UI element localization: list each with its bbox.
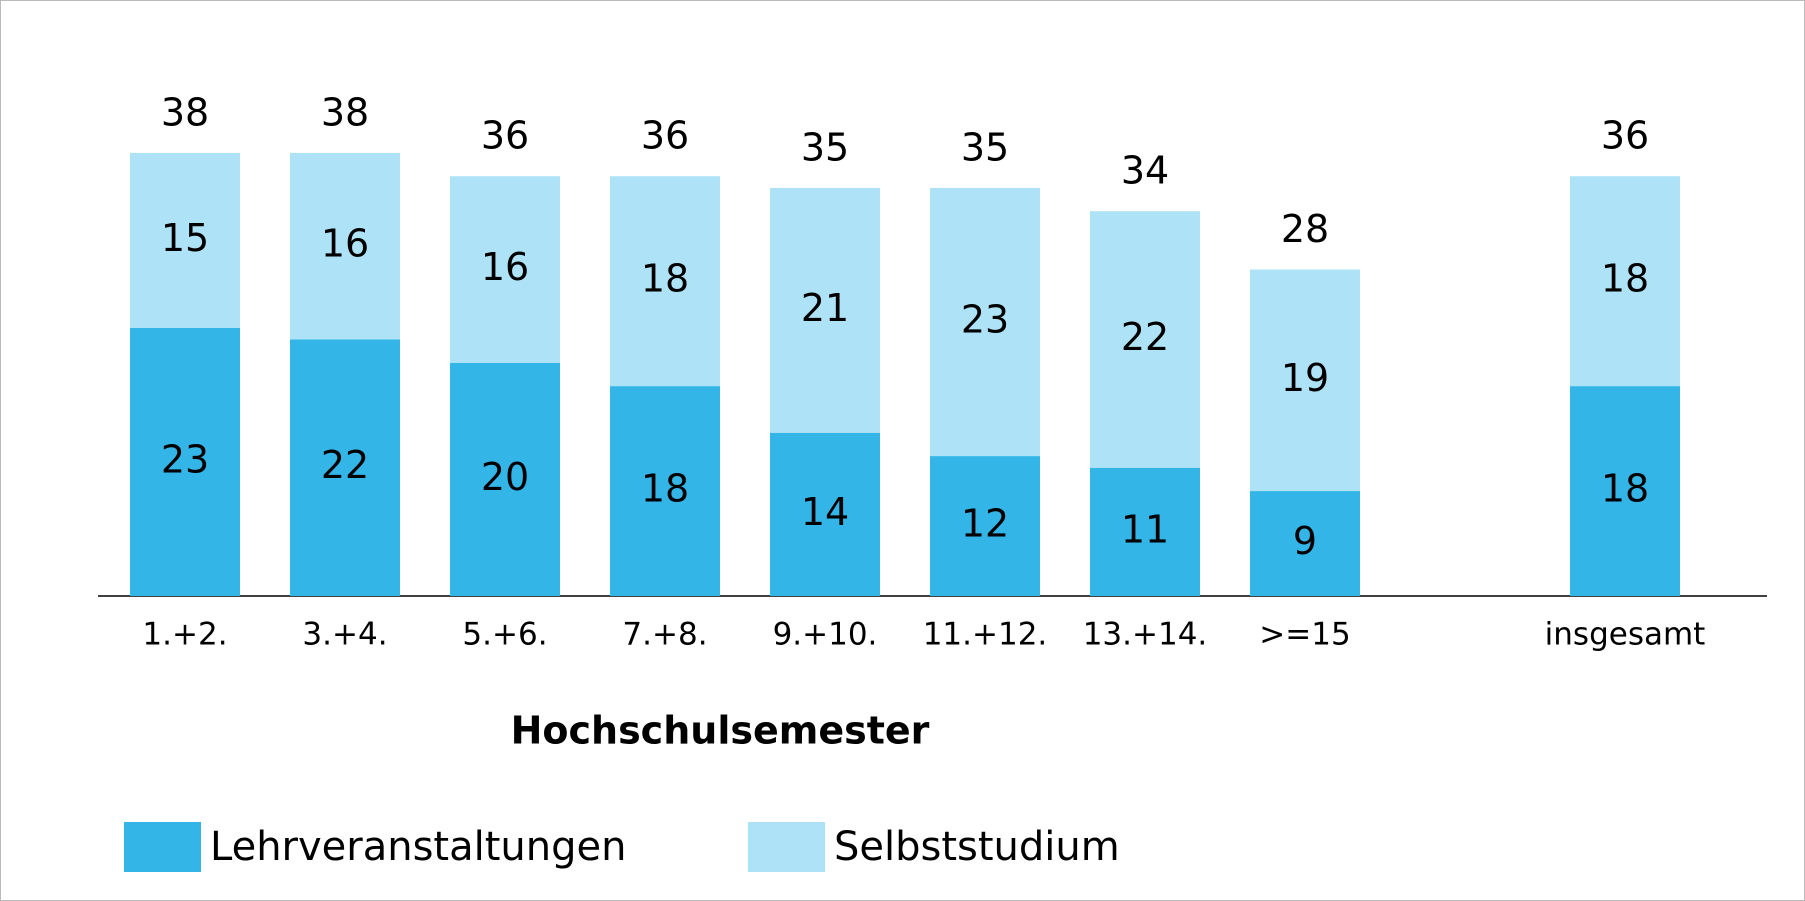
bar-segment [610,386,720,596]
total-label: 38 [321,90,369,134]
bar-segment [1570,176,1680,387]
legend-swatch [124,822,201,872]
total-label: 35 [801,125,849,169]
bar-segment [290,152,400,340]
data-label: 16 [481,245,529,289]
bar-segment [1570,386,1680,596]
bar-segment [450,362,560,596]
total-label: 36 [481,114,529,158]
data-label: 21 [801,286,849,330]
bar-segment [1250,491,1360,596]
data-label: 15 [161,216,209,260]
x-axis-title: Hochschulsemester [511,709,930,753]
bar-segment [1090,467,1200,596]
total-label: 34 [1121,149,1169,193]
data-label: 18 [1601,257,1649,301]
x-tick-label: 11.+12. [923,617,1048,653]
data-label: 23 [161,437,209,481]
data-label: 18 [1601,467,1649,511]
total-label: 38 [161,90,209,134]
data-label: 18 [641,467,689,511]
data-label: 16 [321,222,369,266]
data-label: 20 [481,455,529,499]
bar-segment [1090,211,1200,468]
bar-segment [770,432,880,596]
data-label: 22 [1121,315,1169,359]
x-tick-label: 9.+10. [773,617,878,653]
bar-segment [770,187,880,433]
total-label: 35 [961,125,1009,169]
data-label: 12 [961,502,1009,546]
bar-segment [130,152,240,328]
data-label: 22 [321,443,369,487]
x-tick-label: 1.+2. [142,617,227,653]
bar-segment [1250,269,1360,492]
total-label: 36 [641,114,689,158]
x-tick-label: 5.+6. [462,617,547,653]
bar-segment [930,456,1040,596]
bar-segment [290,339,400,596]
data-label: 19 [1281,356,1329,400]
total-label: 28 [1281,207,1329,251]
bar-segment [130,327,240,596]
data-label: 23 [961,297,1009,341]
x-tick-label: 7.+8. [622,617,707,653]
legend-swatch [748,822,825,872]
x-tick-label: 3.+4. [302,617,387,653]
legend-label: Lehrveranstaltungen [210,824,626,870]
data-label: 14 [801,490,849,534]
bar-segment [930,187,1040,457]
x-tick-label: >=15 [1259,617,1350,653]
x-tick-label: insgesamt [1545,617,1706,653]
data-label: 11 [1121,507,1169,551]
bar-segment [610,176,720,387]
data-label: 9 [1293,519,1317,563]
legend-label: Selbststudium [834,824,1120,870]
total-label: 36 [1601,114,1649,158]
data-label: 18 [641,257,689,301]
x-tick-label: 13.+14. [1083,617,1208,653]
bar-segment [450,176,560,363]
